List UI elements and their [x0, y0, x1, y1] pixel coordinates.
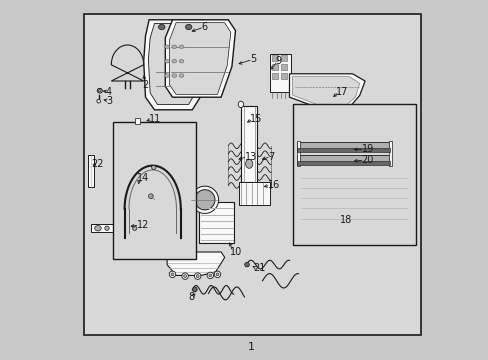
- Text: 4: 4: [106, 87, 112, 97]
- Text: 16: 16: [267, 180, 280, 190]
- Text: 21: 21: [253, 263, 265, 273]
- Bar: [134, 118, 140, 124]
- Ellipse shape: [164, 45, 169, 49]
- Ellipse shape: [104, 226, 109, 230]
- Bar: [280, 64, 286, 70]
- Text: 2: 2: [142, 80, 148, 90]
- Bar: [241, 106, 257, 182]
- Text: 20: 20: [361, 155, 373, 165]
- Polygon shape: [292, 77, 359, 107]
- Bar: [269, 54, 290, 92]
- Ellipse shape: [169, 271, 175, 278]
- Bar: [88, 155, 94, 187]
- Bar: [271, 64, 278, 70]
- Text: 14: 14: [136, 173, 148, 183]
- Text: 22: 22: [91, 159, 104, 169]
- Polygon shape: [167, 252, 224, 275]
- Polygon shape: [169, 23, 230, 94]
- Ellipse shape: [244, 262, 249, 267]
- Ellipse shape: [97, 89, 102, 93]
- Text: 6: 6: [201, 22, 207, 32]
- Text: 12: 12: [136, 220, 148, 230]
- Ellipse shape: [208, 274, 211, 277]
- Polygon shape: [300, 176, 407, 236]
- Text: 10: 10: [230, 247, 242, 257]
- Polygon shape: [194, 190, 215, 210]
- Ellipse shape: [151, 165, 156, 170]
- Polygon shape: [148, 23, 202, 104]
- Ellipse shape: [192, 287, 197, 292]
- Ellipse shape: [148, 194, 153, 198]
- Polygon shape: [111, 45, 143, 81]
- Ellipse shape: [158, 24, 164, 30]
- Bar: [296, 161, 389, 165]
- Ellipse shape: [179, 59, 183, 63]
- Ellipse shape: [95, 225, 101, 231]
- Text: 8: 8: [188, 292, 194, 302]
- Ellipse shape: [183, 275, 186, 278]
- Ellipse shape: [98, 90, 101, 92]
- Ellipse shape: [182, 273, 188, 279]
- Ellipse shape: [132, 226, 137, 230]
- Bar: [296, 141, 300, 166]
- Text: 9: 9: [275, 56, 281, 66]
- Text: 11: 11: [149, 114, 161, 124]
- Bar: [280, 73, 286, 79]
- Text: 17: 17: [336, 87, 348, 97]
- Polygon shape: [296, 173, 411, 239]
- Bar: [292, 104, 415, 245]
- Ellipse shape: [206, 272, 213, 279]
- Ellipse shape: [164, 74, 169, 77]
- Bar: [199, 202, 233, 243]
- Ellipse shape: [214, 271, 220, 278]
- Ellipse shape: [245, 159, 252, 168]
- Ellipse shape: [164, 59, 169, 63]
- Bar: [113, 122, 196, 259]
- Text: 7: 7: [267, 152, 274, 162]
- Bar: [84, 14, 420, 335]
- Bar: [296, 155, 389, 164]
- Text: 19: 19: [361, 144, 373, 154]
- Ellipse shape: [171, 273, 174, 276]
- Bar: [387, 141, 391, 166]
- Ellipse shape: [172, 59, 176, 63]
- Text: 3: 3: [106, 96, 112, 106]
- Text: 5: 5: [249, 54, 256, 64]
- Ellipse shape: [194, 273, 201, 279]
- Bar: [91, 224, 143, 232]
- Text: 1: 1: [248, 342, 255, 352]
- Polygon shape: [191, 186, 218, 213]
- Text: 15: 15: [249, 114, 262, 124]
- Bar: [271, 55, 278, 61]
- Ellipse shape: [97, 99, 101, 103]
- Ellipse shape: [172, 45, 176, 49]
- Ellipse shape: [216, 273, 219, 276]
- Bar: [239, 182, 269, 205]
- Text: 13: 13: [244, 152, 256, 162]
- Ellipse shape: [185, 24, 192, 30]
- Polygon shape: [165, 20, 235, 97]
- Ellipse shape: [179, 74, 183, 77]
- Bar: [271, 73, 278, 79]
- Ellipse shape: [172, 74, 176, 77]
- Text: 18: 18: [339, 215, 351, 225]
- Ellipse shape: [196, 275, 199, 278]
- Ellipse shape: [179, 45, 183, 49]
- Bar: [296, 142, 389, 151]
- Polygon shape: [143, 20, 208, 110]
- Bar: [296, 148, 389, 152]
- Ellipse shape: [238, 101, 243, 108]
- Polygon shape: [289, 74, 365, 110]
- Bar: [280, 55, 286, 61]
